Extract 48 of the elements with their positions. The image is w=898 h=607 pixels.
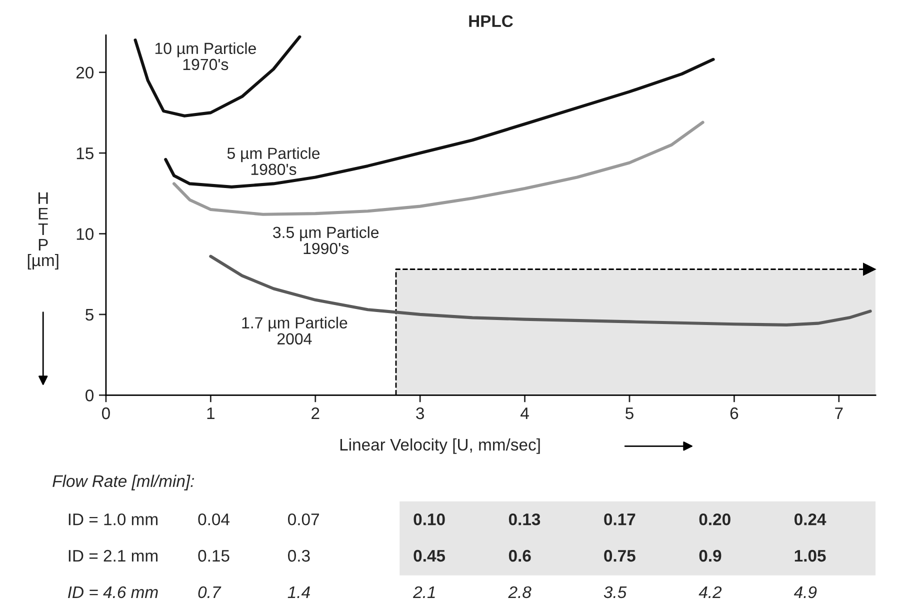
text: 3.5 <box>604 586 627 598</box>
text: 0.9 <box>699 550 722 562</box>
y-tick-label: 20 <box>76 66 94 79</box>
text: 1.05 <box>794 550 826 562</box>
y-axis-title: H E T P [µm] <box>28 192 58 270</box>
series-label: 5 µm Particle 1980's <box>227 147 320 176</box>
line-series <box>134 35 302 118</box>
line-series <box>164 58 715 188</box>
x-tick-label: 7 <box>835 408 843 420</box>
y-tick-label: 0 <box>86 390 94 402</box>
text: ID = 2.1 mm <box>68 550 158 562</box>
text: 0.24 <box>794 513 826 526</box>
text: 0.75 <box>604 550 636 562</box>
text: 0.6 <box>508 550 531 562</box>
text: 4.2 <box>698 586 722 598</box>
text: 0.13 <box>508 513 540 526</box>
text: 0.45 <box>414 550 446 562</box>
chart-title: HPLC <box>469 15 513 28</box>
y-tick-label: 10 <box>76 228 94 240</box>
text: 0.20 <box>699 513 730 526</box>
text: 0.7 <box>198 586 222 598</box>
text: 0.07 <box>288 513 319 526</box>
y-tick-label: 5 <box>86 309 94 321</box>
series-label: 10 µm Particle 1970's <box>155 42 256 70</box>
text: 0.04 <box>198 513 230 526</box>
text: ID = 1.0 mm <box>68 513 158 526</box>
text: 4.9 <box>794 586 817 598</box>
x-tick-label: 5 <box>626 408 634 420</box>
series-label: 1.7 µm Particle 2004 <box>242 316 348 345</box>
text: 0.10 <box>414 513 445 526</box>
x-tick-label: 0 <box>102 407 110 420</box>
x-tick-label: 3 <box>416 407 424 420</box>
text: 0.3 <box>288 550 310 562</box>
x-tick-label: 4 <box>520 408 529 420</box>
text: 1.4 <box>288 586 310 598</box>
text: 2.1 <box>412 586 435 598</box>
x-tick-label: 2 <box>312 407 320 420</box>
text: 2.8 <box>508 586 532 598</box>
x-tick-label: 1 <box>207 408 214 420</box>
text: ID = 4.6 mm <box>68 586 158 598</box>
x-axis-title: Linear Velocity [U, mm/sec] <box>340 438 540 454</box>
text: 0.15 <box>198 550 230 562</box>
line-series <box>172 120 704 216</box>
text: Flow Rate [ml/min]: <box>52 474 194 490</box>
x-tick-label: 6 <box>730 407 738 420</box>
series-label: 3.5 µm Particle 1990's <box>273 226 379 254</box>
y-tick-label: 15 <box>76 148 94 160</box>
text: 0.17 <box>604 513 636 526</box>
